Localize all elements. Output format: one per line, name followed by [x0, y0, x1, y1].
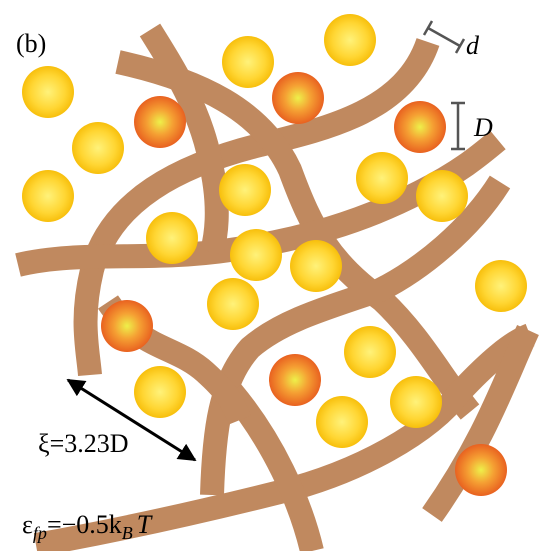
panel-label: (b) — [16, 29, 46, 58]
particle — [22, 170, 74, 222]
attracted-particle — [272, 72, 324, 124]
attracted-particle — [101, 300, 153, 352]
particle — [230, 229, 282, 281]
attracted-particle — [455, 444, 507, 496]
particle — [219, 164, 271, 216]
particle — [416, 170, 468, 222]
particle — [290, 240, 342, 292]
attracted-particle — [134, 96, 186, 148]
particle — [207, 278, 259, 330]
particle — [324, 14, 376, 66]
particle — [72, 122, 124, 174]
particle — [146, 212, 198, 264]
mesh-size-label: ξ=3.23D — [38, 429, 129, 458]
D-label: D — [473, 113, 493, 142]
subscript: B — [122, 523, 133, 543]
attracted-particle — [269, 354, 321, 406]
particle — [134, 366, 186, 418]
particle — [344, 326, 396, 378]
particle — [356, 152, 408, 204]
d-label: d — [466, 31, 480, 60]
d-bar — [428, 28, 460, 46]
particle — [316, 396, 368, 448]
equals: =−0.5k — [47, 510, 122, 539]
particle — [390, 376, 442, 428]
d-bar-cap — [424, 21, 432, 35]
d-bar-cap — [456, 39, 464, 53]
subscript: fp — [33, 523, 47, 543]
temperature: T — [137, 510, 153, 539]
particle — [475, 260, 527, 312]
particle — [222, 36, 274, 88]
fibers — [18, 30, 530, 551]
attracted-particle — [394, 101, 446, 153]
particle — [22, 66, 74, 118]
diagram: (b) d D ξ=3.23D εfp=−0.5kBT — [0, 0, 541, 551]
epsilon: ε — [22, 510, 33, 539]
